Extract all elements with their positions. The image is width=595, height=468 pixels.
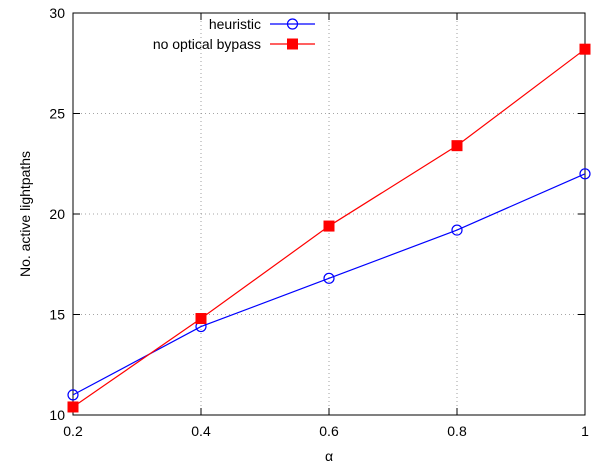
series-heuristic [67,168,591,401]
legend-label: heuristic [209,16,261,32]
data-point [67,389,79,401]
y-tick-label: 15 [49,307,65,323]
data-series [67,43,591,413]
legend-marker [287,38,298,50]
series-line [72,173,586,396]
y-tick-label: 10 [49,407,65,423]
axis-ticks: 0.2 0.4 0.6 0.8 1 10 15 20 25 30 [49,5,589,439]
x-tick-label: 0.8 [447,423,467,439]
data-point [451,140,463,152]
data-point [195,313,207,325]
y-tick-label: 30 [49,5,65,21]
data-point [579,43,591,55]
y-tick-label: 20 [49,206,65,222]
data-point [579,168,591,180]
x-tick-label: 0.6 [319,423,339,439]
data-point [67,401,79,413]
x-tick-label: 0.2 [63,423,83,439]
x-tick-label: 1 [581,423,589,439]
x-tick-label: 0.4 [191,423,211,439]
y-tick-label: 25 [49,106,65,122]
legend-item: heuristic [209,16,315,32]
data-point [323,220,335,232]
legend: heuristic no optical bypass [153,16,315,52]
legend-label: no optical bypass [153,36,261,52]
series-no-optical-bypass [67,43,591,413]
data-point [451,224,463,236]
legend-marker [286,18,299,30]
x-axis-title: α [325,448,333,464]
data-point [323,272,335,284]
legend-item: no optical bypass [153,36,315,52]
y-axis-title: No. active lightpaths [17,151,33,277]
grid-lines [73,13,585,415]
